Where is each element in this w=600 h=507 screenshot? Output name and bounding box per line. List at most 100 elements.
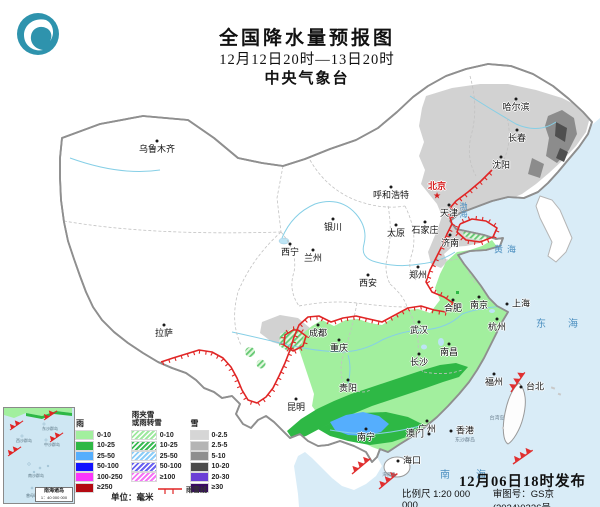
inset-island-label: 东沙群岛 (42, 426, 58, 431)
legend-range-label: 0-10 (159, 431, 174, 439)
rain-snow-line-symbol (158, 487, 182, 494)
logo-dragon-head (40, 20, 46, 26)
snow-area-dark (555, 122, 567, 142)
rain-snow-boundary-line (280, 326, 310, 354)
legend-item: 0-2.5 (189, 430, 230, 440)
legend-sleet-items: 0-10 10-25 25-50 50-100 ≥100 (130, 430, 182, 484)
rain-snow-boundary-line (449, 169, 493, 211)
legend-sleet-title-line2: 或雨转雪 (131, 418, 162, 428)
china-outline-stroke (59, 63, 593, 463)
legend-swatch (130, 430, 157, 440)
legend-item: ≥250 (75, 482, 123, 493)
taiwan-island (502, 382, 526, 445)
legend-range-label: 10-25 (97, 442, 115, 450)
legend-swatch (189, 430, 209, 440)
legend-item: ≥100 (130, 472, 182, 483)
legend-item: 100-250 (75, 472, 123, 483)
wind-barb-icon (512, 447, 534, 465)
small-island (550, 386, 556, 390)
legend-item: 10-25 (75, 440, 123, 451)
legend-swatch (189, 472, 209, 483)
province-boundaries (63, 75, 510, 393)
legend-sleet-title-line1: 雨夹雪 (131, 409, 155, 419)
legend-item: 20-30 (189, 472, 230, 483)
hainan-island (383, 456, 411, 478)
legend-swatch (75, 451, 94, 462)
south-china-sea-inset: 东沙群岛 西沙群岛 中沙群岛 南沙群岛 曾母暗沙 南海诸岛 1：40 000 000 (3, 407, 75, 504)
inset-scale: 1：40 000 000 (40, 495, 68, 500)
lake (438, 338, 444, 346)
inset-island-label: 西沙群岛 (16, 438, 32, 443)
legend-boundary-row: 雨雪线 (157, 485, 207, 495)
precipitation-areas (63, 75, 590, 452)
inset-caption: 南海诸岛 (43, 487, 64, 494)
precipitation-legend: 雨 0-10 10-25 25-50 50-100 100-250 ≥250 雨夹雪 或雨… (72, 406, 236, 507)
legend-snow-column: 雪 0-2.5 2.5-5 5-10 10-20 20-30 ≥30 (189, 408, 230, 495)
legend-range-label: 25-50 (97, 452, 115, 460)
legend-swatch (189, 482, 209, 493)
publish-time: 12月06日18时发布 (459, 474, 586, 490)
wind-barb-icon (509, 371, 526, 393)
legend-swatch (130, 461, 157, 472)
inset-island-label: 中沙群岛 (44, 442, 60, 447)
legend-swatch (130, 472, 157, 483)
legend-sleet-title: 雨夹雪 或雨转雪 (132, 408, 182, 428)
legend-snow-title: 雪 (190, 418, 199, 428)
legend-range-label: 10-20 (211, 463, 230, 471)
legend-range-label: 20-30 (211, 473, 230, 481)
legend-range-label: 0-10 (97, 431, 112, 439)
legend-range-label: 0-2.5 (211, 431, 228, 439)
small-island (501, 426, 505, 430)
inset-wind-barbs (7, 410, 64, 457)
legend-swatch (189, 461, 209, 472)
cma-logo (17, 13, 59, 55)
qinghai-lake (278, 237, 290, 245)
legend-swatch (130, 440, 157, 451)
legend-range-label: 50-100 (159, 463, 182, 471)
legend-range-label: 2.5-5 (211, 442, 228, 450)
legend-range-label: 50-100 (97, 463, 119, 471)
logo-dragon-swirl (24, 19, 54, 51)
sleet-area (245, 347, 255, 357)
legend-range-label: 10-25 (159, 442, 178, 450)
legend-item: 10-20 (189, 461, 230, 472)
legend-range-label: ≥250 (97, 484, 113, 492)
rain-spot (456, 291, 459, 294)
legend-range-label: ≥30 (211, 484, 224, 492)
legend-snow-items: 0-2.5 2.5-5 5-10 10-20 20-30 ≥30 (189, 430, 230, 495)
lake (489, 309, 495, 313)
legend-item: 0-10 (130, 430, 182, 440)
legend-rain-items: 0-10 10-25 25-50 50-100 100-250 ≥250 (75, 430, 123, 495)
legend-range-label: 5-10 (211, 452, 226, 460)
legend-swatch (75, 461, 94, 472)
snow-area-mid (528, 158, 544, 178)
rivers (69, 95, 557, 435)
legend-item: ≥30 (189, 482, 230, 493)
approval-number: 审图号：GS京(2024)0236号 (492, 489, 555, 507)
legend-rain-column: 雨 0-10 10-25 25-50 50-100 100-250 ≥250 (75, 408, 123, 495)
wind-barb-icon (351, 456, 371, 475)
legend-range-label: 100-250 (97, 473, 123, 481)
legend-item: 10-25 (130, 440, 182, 451)
legend-sleet-column: 雨夹雪 或雨转雪 0-10 10-25 25-50 50-100 ≥100 (130, 408, 182, 495)
legend-item: 50-100 (75, 461, 123, 472)
korea-peninsula (535, 195, 573, 263)
inset-mainland (4, 408, 72, 418)
snow-area-dark (556, 148, 568, 162)
rain-area-25-50 (330, 412, 389, 436)
legend-item: 0-10 (75, 430, 123, 440)
legend-swatch (75, 472, 94, 483)
legend-unit: 单位：毫米 (111, 492, 154, 502)
rain-area-10-25 (287, 363, 468, 440)
legend-item: 50-100 (130, 461, 182, 472)
inset-map (4, 408, 72, 490)
rain-snow-boundary-line (455, 215, 500, 246)
footer-scale-row: 比例尺 1:20 000 000 审图号：GS京(2024)0236号 (402, 486, 600, 507)
small-island (557, 392, 562, 396)
map-scale: 比例尺 1:20 000 000 (402, 489, 471, 507)
legend-swatch (75, 482, 94, 493)
legend-swatch (75, 430, 94, 440)
rain-snow-boundary-line (160, 213, 456, 406)
legend-swatch (189, 451, 209, 462)
